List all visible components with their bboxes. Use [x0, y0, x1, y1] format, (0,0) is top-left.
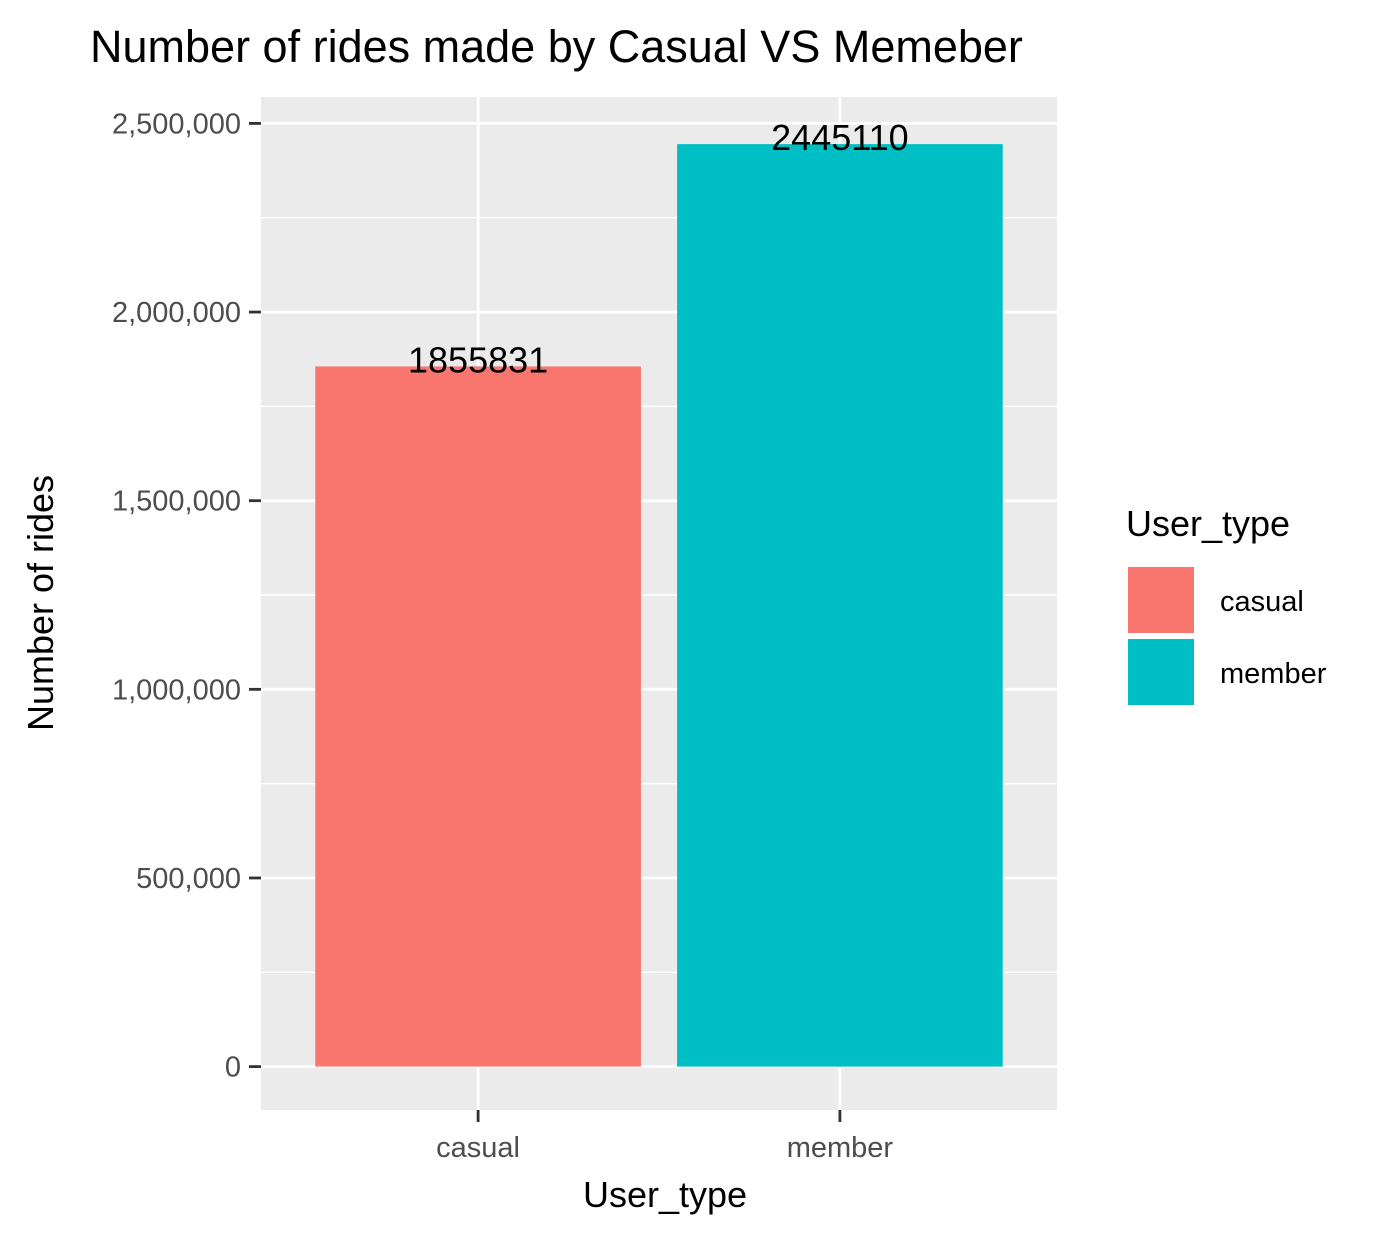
legend-label-member: member [1220, 658, 1327, 690]
legend-key-member [1126, 637, 1196, 707]
data-label-member: 2445110 [771, 117, 908, 158]
x-tick-label: casual [436, 1132, 520, 1164]
legend-key-casual [1126, 565, 1196, 635]
y-tick-label: 1,000,000 [112, 674, 241, 706]
x-axis-title: User_type [583, 1174, 747, 1215]
legend-label-casual: casual [1220, 586, 1304, 618]
bar-casual [315, 366, 641, 1067]
y-tick-label: 2,000,000 [112, 297, 241, 329]
data-labels: 1855831 2445110 [408, 117, 909, 380]
y-tick-label: 1,500,000 [112, 486, 241, 518]
chart-title: Number of rides made by Casual VS Memebe… [90, 21, 1023, 72]
x-tick-label: member [787, 1132, 894, 1164]
y-tick-label: 0 [225, 1052, 241, 1084]
axes: 0 500,000 1,000,000 1,500,000 2,000,000 2,500… [112, 108, 893, 1164]
data-label-casual: 1855831 [408, 339, 548, 380]
y-tick-label: 2,500,000 [112, 108, 241, 140]
legend: User_type casual member [1126, 503, 1327, 707]
y-tick-label: 500,000 [136, 863, 241, 895]
y-axis-title: Number of rides [20, 475, 61, 731]
bar-member [677, 144, 1003, 1067]
legend-title: User_type [1126, 503, 1290, 544]
bars [315, 144, 1003, 1067]
